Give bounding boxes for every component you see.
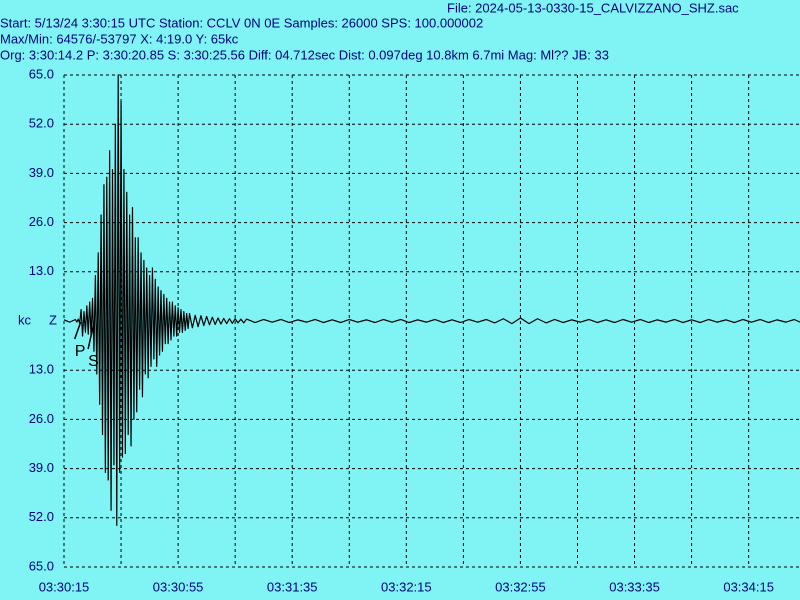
- x-tick-label: 03:32:15: [381, 579, 432, 594]
- phase-label: P: [75, 343, 86, 360]
- phase-marker: [73, 321, 82, 340]
- phase-label: S: [88, 353, 99, 370]
- trace: [63, 74, 800, 526]
- y-tick-label: 52.0: [29, 509, 54, 524]
- y-unit: kc: [18, 312, 32, 327]
- x-tick-label: 03:31:35: [267, 579, 318, 594]
- x-tick-label: 03:32:55: [495, 579, 546, 594]
- x-tick-label: 03:30:55: [153, 579, 204, 594]
- y-tick-label: 13.0: [29, 263, 54, 278]
- y-tick-label: 65.0: [29, 66, 54, 81]
- phase-marker: [87, 321, 95, 350]
- y-tick-label: 65.0: [29, 558, 54, 573]
- file-title: File: 2024-05-13-0330-15_CALVIZZANO_SHZ.…: [447, 0, 739, 15]
- x-tick-label: 03:30:15: [39, 579, 90, 594]
- y-tick-label: 39.0: [29, 460, 54, 475]
- y-tick-label: 13.0: [29, 362, 54, 377]
- x-tick-label: 03:33:35: [609, 579, 660, 594]
- y-tick-label: 26.0: [29, 214, 54, 229]
- y-tick-label: 26.0: [29, 411, 54, 426]
- channel-label: Z: [49, 312, 57, 327]
- header-line: Org: 3:30:14.2 P: 3:30:20.85 S: 3:30:25.…: [0, 47, 609, 62]
- x-tick-label: 03:34:15: [723, 579, 774, 594]
- y-tick-label: 52.0: [29, 116, 54, 131]
- y-tick-label: 39.0: [29, 165, 54, 180]
- header-line: Start: 5/13/24 3:30:15 UTC Station: CCLV…: [0, 15, 483, 30]
- header-line: Max/Min: 64576/-53797 X: 4:19.0 Y: 65kc: [0, 31, 239, 46]
